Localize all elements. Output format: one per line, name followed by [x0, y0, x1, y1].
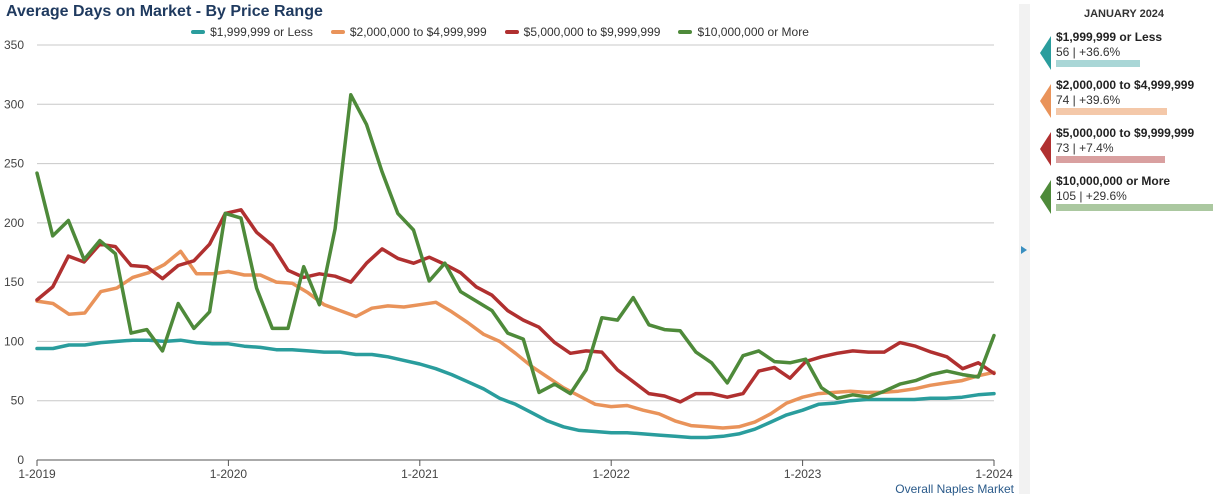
card-value-bar	[1056, 60, 1140, 67]
card-name: $2,000,000 to $4,999,999	[1056, 78, 1195, 92]
triangle-marker-icon	[1040, 180, 1051, 214]
summary-card[interactable]: $10,000,000 or More 105 | +29.6%	[1035, 174, 1213, 218]
legend-swatch	[678, 30, 693, 34]
card-stat: 105 | +29.6%	[1056, 189, 1127, 203]
triangle-marker-icon	[1040, 132, 1051, 166]
series-line	[35, 93, 996, 401]
legend-item[interactable]: $2,000,000 to $4,999,999	[330, 24, 487, 40]
summary-card[interactable]: $2,000,000 to $4,999,999 74 | +39.6%	[1035, 78, 1213, 122]
legend-swatch	[191, 30, 206, 34]
card-stat: 56 | +36.6%	[1056, 45, 1121, 59]
card-value-bar	[1056, 108, 1167, 115]
legend-label: $1,999,999 or Less	[210, 25, 313, 39]
footer-note: Overall Naples Market	[895, 482, 1014, 496]
card-value-bar	[1056, 156, 1165, 163]
legend-label: $2,000,000 to $4,999,999	[349, 25, 487, 39]
y-tick-label: 350	[4, 38, 24, 52]
series-line	[35, 208, 996, 404]
x-tick-label: 1-2024	[975, 467, 1013, 481]
y-tick-label: 0	[17, 453, 24, 467]
x-tick-label: 1-2019	[18, 467, 56, 481]
y-tick-label: 200	[4, 216, 24, 230]
x-tick-label: 1-2020	[210, 467, 248, 481]
legend-swatch	[504, 30, 519, 34]
y-tick-label: 250	[4, 157, 24, 171]
triangle-marker-icon	[1040, 36, 1051, 70]
series-line	[35, 338, 996, 440]
legend-item[interactable]: $5,000,000 to $9,999,999	[504, 24, 661, 40]
card-stat: 74 | +39.6%	[1056, 93, 1121, 107]
legend-label: $5,000,000 to $9,999,999	[523, 25, 661, 39]
triangle-marker-icon	[1040, 84, 1051, 118]
card-stat: 73 | +7.4%	[1056, 141, 1114, 155]
y-tick-label: 50	[11, 394, 25, 408]
series-line	[35, 249, 996, 430]
line-chart: 0 50 100 150 200 250 300 350 1-2019 1-2020 1-2021 1…	[4, 38, 1013, 481]
card-name: $1,999,999 or Less	[1056, 30, 1163, 44]
chart-legend: $1,999,999 or Less $2,000,000 to $4,999,9…	[0, 24, 1000, 40]
summary-card[interactable]: $5,000,000 to $9,999,999 73 | +7.4%	[1035, 126, 1213, 170]
legend-label: $10,000,000 or More	[697, 25, 809, 39]
card-value-bar	[1056, 204, 1213, 211]
legend-swatch	[330, 30, 345, 34]
side-panel: JANUARY 2024 $1,999,999 or Less 56 | +36.…	[1035, 0, 1213, 498]
card-name: $10,000,000 or More	[1056, 174, 1171, 188]
side-panel-header: JANUARY 2024	[1083, 8, 1165, 20]
legend-item[interactable]: $10,000,000 or More	[678, 24, 809, 40]
y-tick-label: 150	[4, 275, 24, 289]
chart-title: Average Days on Market - By Price Range	[6, 3, 323, 20]
legend-item[interactable]: $1,999,999 or Less	[191, 24, 313, 40]
x-tick-label: 1-2023	[784, 467, 822, 481]
card-name: $5,000,000 to $9,999,999	[1056, 126, 1195, 140]
x-tick-label: 1-2021	[401, 467, 439, 481]
x-tick-label: 1-2022	[593, 467, 631, 481]
y-tick-label: 100	[4, 334, 24, 348]
summary-card[interactable]: $1,999,999 or Less 56 | +36.6%	[1035, 30, 1213, 74]
y-tick-label: 300	[4, 97, 24, 111]
panel-toggle-icon[interactable]	[1021, 246, 1027, 254]
